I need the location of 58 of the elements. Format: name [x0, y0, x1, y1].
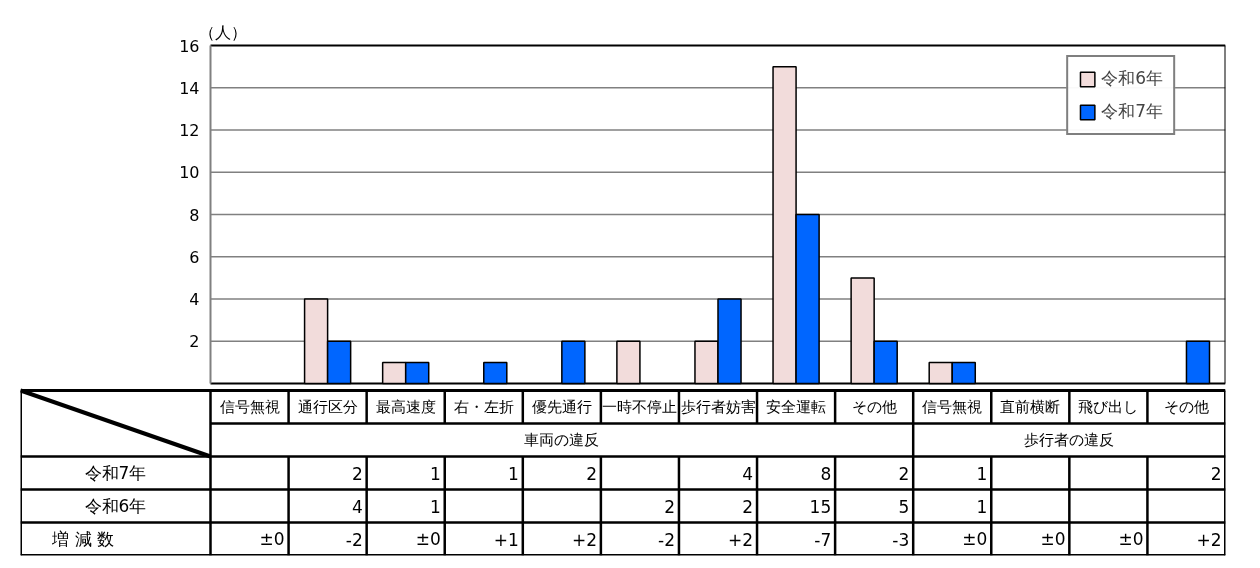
data-label: 5 [898, 496, 910, 517]
text: +2 [571, 529, 597, 550]
text: ±0 [259, 529, 285, 549]
x-tick-label: その他 [851, 398, 897, 416]
y-tick-label: 4 [189, 290, 200, 309]
text: 令和7年 [84, 463, 147, 483]
x-tick-label: 直前横断 [1000, 398, 1061, 416]
text: +2 [728, 529, 754, 550]
text: -2 [658, 529, 676, 550]
y-tick-label: 6 [189, 247, 200, 267]
y-tick-label: 2 [189, 332, 200, 352]
x-tick-label: 歩行者妨害 [680, 398, 756, 416]
text: 増 減 数 [51, 529, 114, 549]
data-label: 2 [1210, 463, 1222, 484]
x-tick-label: 最高速度 [375, 398, 436, 416]
data-label: 2 [664, 496, 676, 517]
x-tick-label: その他 [1163, 398, 1209, 416]
data-label: 1 [976, 496, 988, 517]
legend-label: 令和7年 [1101, 100, 1163, 123]
data-label: 15 [809, 496, 832, 517]
y-tick-label: 12 [179, 121, 200, 140]
text: 車両の違反 [524, 431, 600, 449]
text: ±0 [415, 529, 441, 549]
legend-label: 令和6年 [1101, 67, 1163, 90]
text: -3 [892, 529, 910, 550]
data-label: 1 [430, 463, 441, 484]
data-label: 4 [742, 463, 754, 484]
x-tick-label: 信号無視 [219, 398, 280, 416]
data-label: 2 [586, 463, 597, 484]
x-tick-label: 飛び出し [1078, 398, 1139, 416]
x-tick-label: 右・左折 [453, 398, 514, 416]
text: ±0 [1118, 529, 1144, 549]
text: -2 [345, 529, 363, 550]
data-label: 8 [820, 463, 832, 484]
text: +2 [1196, 529, 1222, 550]
x-tick-label: 一時不停止 [602, 398, 678, 416]
y-axis-title: （人） [198, 22, 247, 42]
data-label: 4 [351, 496, 363, 517]
text: ±0 [1040, 529, 1066, 549]
x-tick-label: 安全運転 [766, 398, 827, 416]
text: 歩行者の違反 [1024, 431, 1115, 449]
x-tick-label: 通行区分 [297, 398, 358, 416]
text: 令和6年 [84, 496, 147, 516]
data-label: 2 [898, 463, 910, 484]
y-tick-label: 10 [179, 163, 200, 183]
y-tick-label: 16 [179, 36, 200, 56]
text: ±0 [962, 529, 988, 549]
text: -7 [814, 529, 832, 550]
data-label: 1 [508, 463, 519, 484]
data-label: 2 [351, 463, 363, 484]
data-label: 1 [976, 463, 988, 484]
x-tick-label: 優先通行 [531, 398, 592, 416]
data-label: 1 [430, 496, 441, 517]
text: +1 [493, 529, 519, 550]
data-label: 2 [742, 496, 754, 517]
y-tick-label: 14 [179, 78, 200, 98]
y-tick-label: 8 [189, 205, 200, 225]
x-tick-label: 信号無視 [922, 398, 983, 416]
